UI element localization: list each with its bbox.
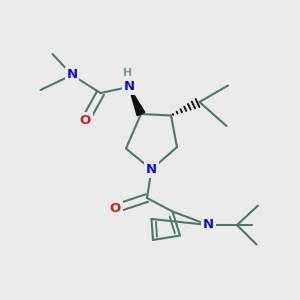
Text: N: N: [66, 68, 78, 82]
Text: N: N: [123, 80, 135, 94]
Text: N: N: [146, 163, 157, 176]
Text: O: O: [80, 113, 91, 127]
Polygon shape: [129, 87, 145, 116]
Text: O: O: [110, 202, 121, 215]
Text: N: N: [203, 218, 214, 232]
Text: H: H: [123, 68, 132, 78]
